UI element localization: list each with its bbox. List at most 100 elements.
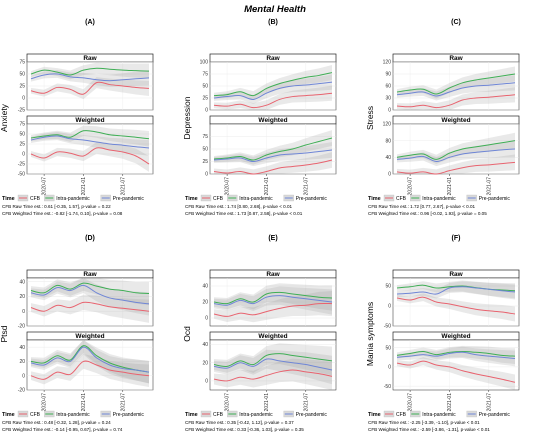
series-line-cfb <box>213 159 333 175</box>
estimate-text: CFB Raw Time est.: -2.25 [-3.39, -1.10],… <box>368 420 480 425</box>
x-tick-label: 2021-07 <box>303 177 309 196</box>
series-line-pre-pandemic <box>30 284 150 305</box>
confidence-band <box>31 62 149 80</box>
legend-label: Pre-pandemic <box>479 196 511 202</box>
x-tick-label: 2020-07 <box>225 177 231 196</box>
legend-label: Intra-pandemic <box>239 196 273 202</box>
confidence-band <box>31 278 149 306</box>
y-tick-label: -25 <box>18 162 25 168</box>
estimate-text: CFB Raw Time est.: 1.74 [0.80, 2.68], p-… <box>185 204 293 209</box>
y-tick-label: 40 <box>19 279 25 285</box>
y-tick-label: 40 <box>202 342 208 348</box>
y-tick-label: 40 <box>202 284 208 290</box>
facet-strip-label: Weighted <box>75 117 104 124</box>
estimate-text: CFB Weighted Time est.: -2.59 [-3.86, -1… <box>368 427 490 432</box>
confidence-band <box>397 87 515 110</box>
confidence-band <box>214 142 332 167</box>
series-line-intra-pandemic <box>30 67 150 76</box>
legend-title: Time <box>2 412 15 418</box>
y-tick-label: 80 <box>385 138 391 144</box>
x-tick-label: 2020-07 <box>42 393 48 412</box>
legend-label: Pre-pandemic <box>113 412 145 418</box>
series-line-pre-pandemic <box>30 73 150 82</box>
y-tick-label: 120 <box>383 122 392 128</box>
series-line-cfb <box>396 296 516 315</box>
y-tick-label: 0 <box>388 304 391 310</box>
series-line-cfb <box>30 301 150 312</box>
x-tick-label: 2021-07 <box>486 177 492 196</box>
y-axis-title: Mania symptoms <box>365 302 375 366</box>
confidence-band <box>397 280 515 299</box>
y-tick-label: 0 <box>22 96 25 102</box>
y-tick-label: 75 <box>19 122 25 128</box>
estimate-text: CFB Raw Time est.: 0.35 [-0.42, 1.12], p… <box>185 420 294 425</box>
y-tick-label: 50 <box>202 84 208 90</box>
confidence-band <box>214 286 332 315</box>
legend-label: Intra-pandemic <box>56 412 90 418</box>
legend-label: Pre-pandemic <box>296 196 328 202</box>
facet-weighted: Weighted -50 0 50 <box>384 331 520 391</box>
x-tick-label: 2021-01 <box>264 177 270 196</box>
y-tick-label: 0 <box>388 172 391 178</box>
facet-strip-label: Raw <box>449 271 463 278</box>
estimate-text: CFB Weighted Time est.: 1.73 [0.87, 2.58… <box>185 211 303 216</box>
series-line-cfb <box>30 147 150 165</box>
facet-raw: Raw -25 0 25 50 75 <box>18 53 154 114</box>
series-line-cfb <box>30 81 150 95</box>
y-axis-title: Depression <box>182 96 192 139</box>
series-line-intra-pandemic <box>396 73 516 95</box>
y-tick-label: 0 <box>388 365 391 371</box>
confidence-band <box>31 354 149 387</box>
confidence-band <box>31 294 149 323</box>
legend-label: CFB <box>213 412 224 418</box>
series-line-pre-pandemic <box>396 148 516 163</box>
series-line-intra-pandemic <box>396 351 516 357</box>
y-tick-label: -20 <box>18 324 25 330</box>
estimate-text: CFB Raw Time est.: 0.61 [-0.35, 1.57], p… <box>2 204 111 209</box>
series-line-intra-pandemic <box>30 345 150 373</box>
estimate-text: CFB Weighted Time est.: -0.14 [-0.95, 0.… <box>2 427 123 432</box>
panel-letter: (F) <box>452 235 461 242</box>
figure-title: Mental Health <box>244 4 306 15</box>
confidence-band <box>214 349 332 385</box>
x-tick-label: 2021-01 <box>264 393 270 412</box>
legend-label: Intra-pandemic <box>422 196 456 202</box>
confidence-band <box>397 75 515 101</box>
facet-strip-label: Raw <box>83 55 97 62</box>
chart-panel: (D) Ptsd Raw -20 0 20 40 Weighted -20 0 20 40 2020-0… <box>0 235 154 432</box>
facet-strip-label: Raw <box>83 271 97 278</box>
chart-panel: (B) Depression Raw 0 25 50 75 100 Weighted 0 25 50 7… <box>182 19 337 216</box>
estimate-text: CFB Raw Time est.: 1.72 [0.77, 2.67], p-… <box>368 204 476 209</box>
panel-letter: (A) <box>85 19 95 26</box>
confidence-band <box>397 357 515 390</box>
legend-label: Intra-pandemic <box>239 412 273 418</box>
x-tick-label: 2021-01 <box>447 393 453 412</box>
series-line-cfb <box>396 161 516 175</box>
y-tick-label: -50 <box>384 384 391 390</box>
y-tick-label: 40 <box>19 345 25 351</box>
y-tick-label: -20 <box>18 388 25 394</box>
y-tick-label: -50 <box>384 324 391 330</box>
x-tick-label: 2020-07 <box>42 177 48 196</box>
confidence-band <box>31 131 149 156</box>
plot-area <box>392 339 520 391</box>
estimate-text: CFB Weighted Time est.: -0.82 [-1.74, 0.… <box>2 211 123 216</box>
facet-raw: Raw 0 20 40 <box>202 269 337 327</box>
estimate-text: CFB Raw Time est.: 0.48 [-0.32, 1.28], p… <box>2 420 111 425</box>
legend-label: CFB <box>30 412 41 418</box>
x-tick-label: 2021-07 <box>120 177 126 196</box>
series-line-intra-pandemic <box>213 137 333 161</box>
legend-label: CFB <box>213 196 224 202</box>
facet-weighted: Weighted -20 0 20 40 <box>18 331 154 394</box>
y-tick-label: 20 <box>202 360 208 366</box>
x-tick-label: 2021-07 <box>486 393 492 412</box>
series-line-cfb <box>30 360 150 380</box>
x-tick-label: 2021-01 <box>81 393 87 412</box>
facet-raw: Raw -20 0 20 40 <box>18 269 154 330</box>
series-line-cfb <box>213 302 333 317</box>
y-tick-label: -25 <box>18 108 25 114</box>
chart-panel: (A) Anxiety Raw -25 0 25 50 75 Weighted -50 -25 0 25… <box>0 19 154 216</box>
series-line-cfb <box>213 369 333 382</box>
y-tick-label: 90 <box>385 72 391 78</box>
x-tick-label: 2020-07 <box>408 393 414 412</box>
